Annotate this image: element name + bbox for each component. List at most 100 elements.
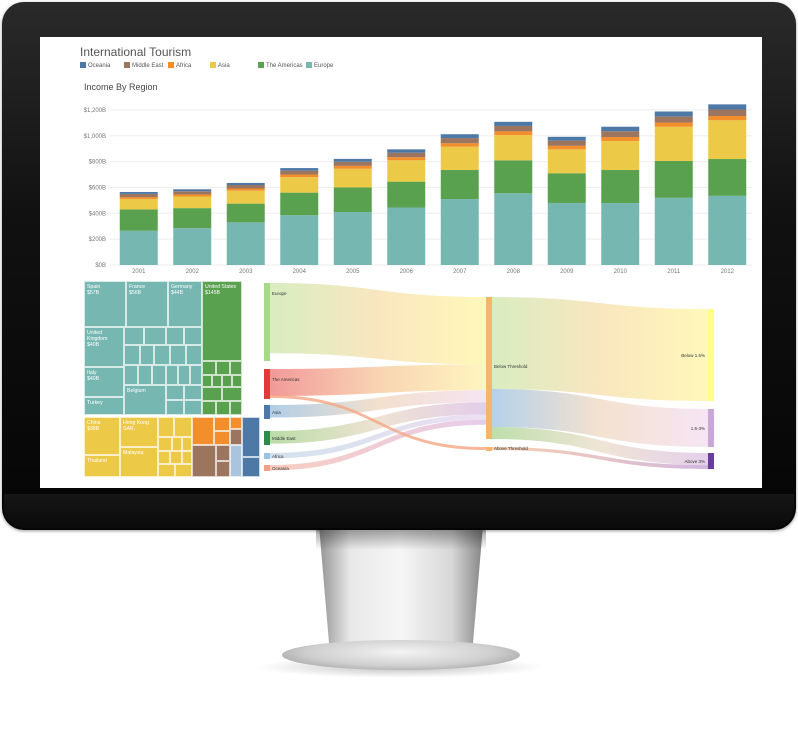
sankey-flow[interactable] — [270, 414, 486, 459]
bar-segment[interactable] — [119, 197, 158, 200]
treemap-cell-oceania[interactable] — [242, 417, 260, 457]
treemap-cell-europe[interactable] — [138, 365, 152, 385]
legend-item[interactable]: Europe — [306, 62, 333, 69]
bar-segment[interactable] — [440, 170, 479, 200]
bar-segment[interactable] — [333, 168, 372, 188]
legend-item[interactable]: The Americas — [258, 62, 303, 69]
sankey-flow[interactable] — [270, 419, 486, 471]
bar-segment[interactable] — [280, 168, 319, 171]
treemap-cell-malaysia[interactable]: Malaysia — [120, 447, 158, 477]
treemap-cell-africa[interactable] — [192, 417, 214, 445]
bar-segment[interactable] — [226, 203, 265, 223]
sankey-source-node[interactable] — [264, 405, 270, 419]
treemap-cell-middle-east[interactable] — [216, 461, 230, 477]
treemap-cell-europe[interactable] — [190, 365, 202, 385]
bar-segment[interactable] — [494, 131, 533, 136]
bar-segment[interactable] — [494, 121, 533, 126]
treemap-cell-asia[interactable] — [170, 451, 182, 464]
treemap-cell-spain[interactable]: Spain $57B — [84, 281, 126, 327]
treemap-cell-middle-east[interactable] — [216, 445, 230, 461]
bar-segment[interactable] — [280, 192, 319, 216]
bar-segment[interactable] — [119, 209, 158, 231]
treemap-cell-middle-east[interactable] — [230, 429, 242, 445]
bar-segment[interactable] — [601, 137, 640, 141]
bar-segment[interactable] — [601, 170, 640, 203]
bar-segment[interactable] — [173, 196, 212, 209]
treemap-cell-germany[interactable]: Germany $44B — [168, 281, 202, 327]
bar-segment[interactable] — [119, 230, 158, 265]
bar-segment[interactable] — [119, 191, 158, 194]
treemap-cell-europe[interactable] — [124, 365, 138, 385]
sankey-middle-node[interactable] — [486, 447, 492, 451]
treemap-cell-belgium[interactable]: Belgium — [124, 385, 166, 415]
treemap-cell-americas[interactable] — [202, 401, 216, 415]
treemap-cell-americas[interactable] — [216, 401, 230, 415]
treemap-cell-europe[interactable] — [184, 385, 202, 400]
sankey-middle-node[interactable] — [486, 297, 492, 439]
bar-segment[interactable] — [601, 140, 640, 171]
treemap-cell-asia[interactable] — [174, 417, 192, 437]
treemap-cell-hong-kong[interactable]: Hong Kong SAR, — [120, 417, 158, 447]
bar-segment[interactable] — [547, 149, 586, 174]
treemap-cell-turkey[interactable]: Turkey — [84, 397, 124, 415]
bar-segment[interactable] — [708, 109, 747, 116]
treemap-cell-europe[interactable] — [166, 385, 184, 400]
treemap-cell-europe[interactable] — [124, 327, 144, 345]
treemap-cell-americas[interactable] — [216, 361, 230, 375]
sankey-source-node[interactable] — [264, 369, 270, 399]
bar-segment[interactable] — [440, 146, 479, 171]
treemap-cell-americas[interactable] — [222, 375, 232, 387]
treemap-cell-france[interactable]: France $56B — [126, 281, 168, 327]
sankey-flow[interactable] — [270, 364, 486, 396]
treemap-cell-asia[interactable] — [158, 451, 170, 464]
bar-segment[interactable] — [654, 126, 693, 161]
bar-segment[interactable] — [333, 212, 372, 265]
bar-segment[interactable] — [387, 181, 426, 208]
bar-segment[interactable] — [387, 149, 426, 153]
treemap-cell-americas[interactable] — [230, 401, 242, 415]
bar-segment[interactable] — [654, 122, 693, 127]
treemap-cell-europe[interactable] — [166, 365, 178, 385]
bar-segment[interactable] — [173, 189, 212, 192]
bar-segment[interactable] — [226, 185, 265, 189]
treemap-cell-italy[interactable]: Italy $40B — [84, 367, 124, 397]
bar-segment[interactable] — [387, 207, 426, 265]
sankey-flow[interactable] — [492, 297, 708, 401]
bar-segment[interactable] — [173, 191, 212, 195]
bar-segment[interactable] — [547, 145, 586, 150]
treemap-cell-united-states[interactable]: United States $145B — [202, 281, 242, 361]
bar-segment[interactable] — [173, 194, 212, 197]
bar-segment[interactable] — [226, 182, 265, 186]
legend-item[interactable]: Asia — [210, 62, 230, 69]
treemap-cell-asia[interactable] — [182, 437, 192, 451]
bar-segment[interactable] — [226, 188, 265, 191]
treemap-cell-africa[interactable] — [214, 417, 230, 431]
treemap-cell-oceania[interactable] — [242, 457, 260, 477]
bar-segment[interactable] — [226, 190, 265, 204]
bar-segment[interactable] — [654, 111, 693, 117]
sankey-flow[interactable] — [270, 283, 486, 365]
treemap-cell-asia[interactable] — [158, 417, 174, 437]
treemap-cell-asia[interactable] — [158, 437, 172, 451]
sankey-flow[interactable] — [270, 395, 486, 450]
sankey-source-node[interactable] — [264, 283, 270, 361]
treemap-cell-americas[interactable] — [212, 375, 222, 387]
bar-segment[interactable] — [387, 152, 426, 158]
bar-segment[interactable] — [387, 157, 426, 161]
bar-segment[interactable] — [119, 199, 158, 210]
bar-segment[interactable] — [494, 160, 533, 194]
bar-segment[interactable] — [440, 199, 479, 265]
treemap-cell-asia[interactable] — [182, 451, 192, 464]
treemap-cell-europe[interactable] — [166, 327, 184, 345]
treemap-cell-europe[interactable] — [178, 365, 190, 385]
treemap-cell-asia[interactable] — [158, 464, 175, 477]
bar-segment[interactable] — [547, 202, 586, 265]
treemap-cell-europe[interactable] — [170, 345, 186, 365]
bar-segment[interactable] — [173, 208, 212, 229]
treemap-cell-asia[interactable] — [175, 464, 192, 477]
bar-segment[interactable] — [333, 165, 372, 169]
bar-segment[interactable] — [708, 115, 747, 121]
bar-segment[interactable] — [119, 193, 158, 198]
bar-segment[interactable] — [547, 140, 586, 146]
treemap-cell-europe[interactable] — [184, 400, 202, 415]
